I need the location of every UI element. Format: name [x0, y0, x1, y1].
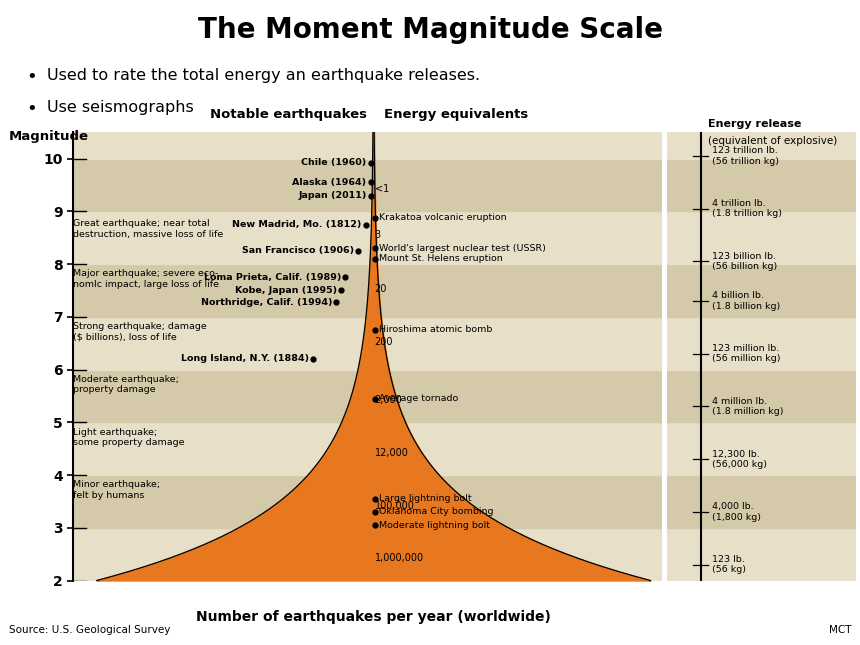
Text: Notable earthquakes: Notable earthquakes [210, 108, 366, 121]
Bar [73, 370, 662, 422]
Bar [666, 264, 856, 317]
Text: Japan (2011): Japan (2011) [298, 191, 366, 200]
Text: 4,000 lb.
(1,800 kg): 4,000 lb. (1,800 kg) [712, 502, 761, 522]
Text: Alaska (1964): Alaska (1964) [292, 178, 366, 187]
Text: •: • [26, 100, 36, 118]
Text: Light earthquake;
some property damage: Light earthquake; some property damage [73, 428, 185, 447]
Text: 123 trillion lb.
(56 trillion kg): 123 trillion lb. (56 trillion kg) [712, 146, 779, 166]
Bar [666, 159, 856, 212]
Text: 4 million lb.
(1.8 million kg): 4 million lb. (1.8 million kg) [712, 397, 783, 416]
Text: <1: <1 [375, 184, 389, 194]
Text: San Francisco (1906): San Francisco (1906) [242, 246, 354, 255]
Text: Major earthquake; severe eco-
nomIc impact, large loss of life: Major earthquake; severe eco- nomIc impa… [73, 270, 219, 289]
Bar [73, 132, 662, 159]
Text: Moderate lightning bolt: Moderate lightning bolt [379, 521, 490, 530]
Text: MCT: MCT [829, 625, 851, 635]
Bar [666, 317, 856, 370]
Text: 12,000: 12,000 [375, 448, 408, 458]
Text: (equivalent of explosive): (equivalent of explosive) [708, 136, 838, 146]
Text: 2,000: 2,000 [375, 395, 402, 405]
Text: Magnitude: Magnitude [9, 130, 89, 143]
Text: Hiroshima atomic bomb: Hiroshima atomic bomb [379, 326, 493, 335]
Text: 100,000: 100,000 [375, 501, 415, 511]
Bar [73, 317, 662, 370]
Text: •: • [26, 68, 36, 86]
Text: Long Island, N.Y. (1884): Long Island, N.Y. (1884) [181, 355, 310, 364]
Text: Krakatoa volcanic eruption: Krakatoa volcanic eruption [379, 213, 507, 222]
Text: 3: 3 [375, 230, 381, 240]
Text: Kobe, Japan (1995): Kobe, Japan (1995) [235, 286, 337, 295]
Text: 4 trillion lb.
(1.8 trillion kg): 4 trillion lb. (1.8 trillion kg) [712, 199, 782, 219]
Text: 20: 20 [375, 284, 387, 294]
Bar [666, 212, 856, 264]
Text: Large lightning bolt: Large lightning bolt [379, 494, 472, 503]
Bar [666, 422, 856, 475]
Text: Minor earthquake;
felt by humans: Minor earthquake; felt by humans [73, 481, 160, 500]
Bar [73, 264, 662, 317]
Text: 4 billion lb.
(1.8 billion kg): 4 billion lb. (1.8 billion kg) [712, 292, 780, 311]
Text: Average tornado: Average tornado [379, 394, 458, 403]
Text: 123 billion lb.
(56 billion kg): 123 billion lb. (56 billion kg) [712, 252, 777, 271]
Bar [73, 212, 662, 264]
Text: World's largest nuclear test (USSR): World's largest nuclear test (USSR) [379, 244, 546, 253]
Text: Used to rate the total energy an earthquake releases.: Used to rate the total energy an earthqu… [47, 68, 481, 83]
Text: Energy release: Energy release [708, 119, 802, 129]
Text: Source: U.S. Geological Survey: Source: U.S. Geological Survey [9, 625, 170, 635]
Bar [666, 370, 856, 422]
Text: Mount St. Helens eruption: Mount St. Helens eruption [379, 254, 503, 263]
Text: 12,300 lb.
(56,000 kg): 12,300 lb. (56,000 kg) [712, 450, 767, 469]
Bar [73, 475, 662, 528]
Text: Strong earthquake; damage
($ billions), loss of life: Strong earthquake; damage ($ billions), … [73, 322, 207, 341]
Text: Use seismographs: Use seismographs [47, 100, 194, 115]
Bar [73, 422, 662, 475]
Text: Number of earthquakes per year (worldwide): Number of earthquakes per year (worldwid… [196, 610, 551, 624]
Bar [666, 528, 856, 581]
Text: 123 million lb.
(56 million kg): 123 million lb. (56 million kg) [712, 344, 780, 363]
Text: Great earthquake; near total
destruction, massive loss of life: Great earthquake; near total destruction… [73, 219, 224, 239]
Bar [73, 159, 662, 212]
Text: Chile (1960): Chile (1960) [301, 158, 366, 167]
Text: Oklahoma City bombing: Oklahoma City bombing [379, 508, 494, 517]
Bar [666, 475, 856, 528]
Text: Energy equivalents: Energy equivalents [384, 108, 528, 121]
Text: The Moment Magnitude Scale: The Moment Magnitude Scale [198, 16, 662, 44]
Text: Northridge, Calif. (1994): Northridge, Calif. (1994) [200, 297, 332, 306]
Text: 1,000,000: 1,000,000 [375, 553, 424, 563]
Text: 200: 200 [375, 337, 393, 347]
Bar [666, 132, 856, 159]
Bar [73, 528, 662, 581]
Text: 123 lb.
(56 kg): 123 lb. (56 kg) [712, 555, 746, 575]
Text: Moderate earthquake;
property damage: Moderate earthquake; property damage [73, 375, 179, 394]
Text: Loma Prieta, Calif. (1989): Loma Prieta, Calif. (1989) [204, 273, 341, 282]
Text: New Madrid, Mo. (1812): New Madrid, Mo. (1812) [232, 220, 362, 229]
